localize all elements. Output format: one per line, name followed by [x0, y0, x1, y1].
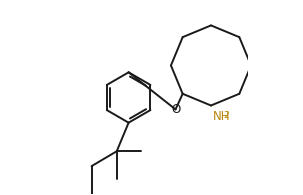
- Text: 2: 2: [223, 112, 228, 121]
- Text: NH: NH: [213, 110, 230, 123]
- Text: O: O: [171, 103, 180, 116]
